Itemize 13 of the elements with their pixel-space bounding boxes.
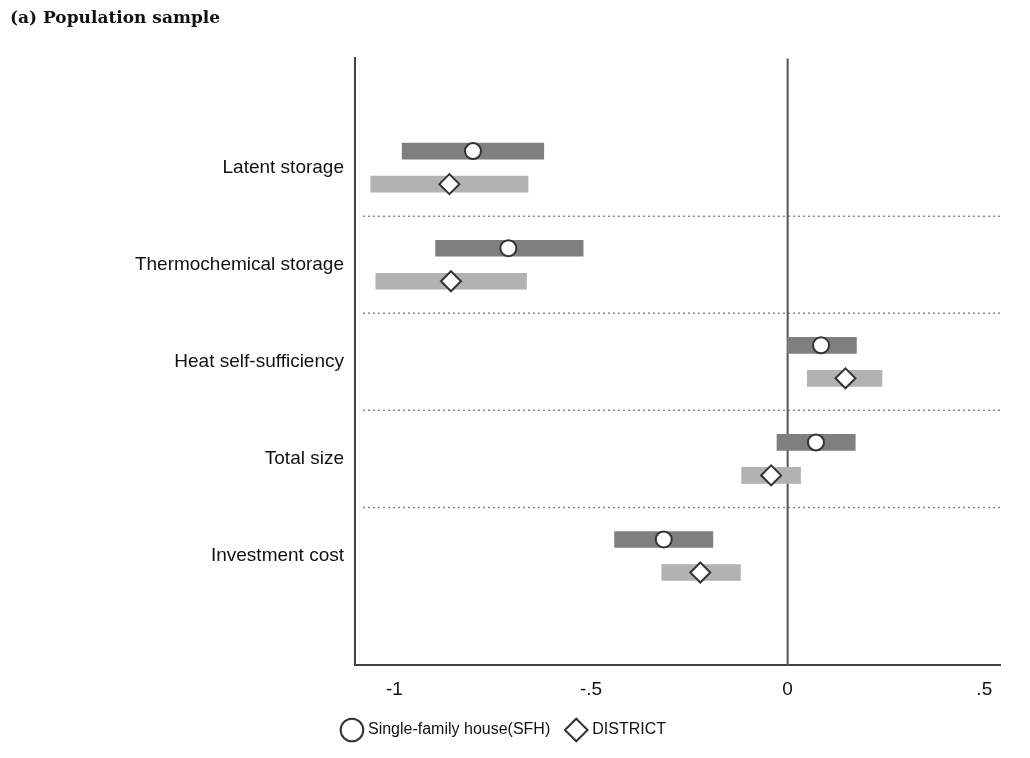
bar xyxy=(375,272,527,290)
y-tick-label: Heat self-sufficiency xyxy=(174,350,345,372)
text: (a) Population sample xyxy=(10,6,221,27)
x-tick-label: -1 xyxy=(385,677,403,699)
y-tick-label: Total size xyxy=(264,447,344,469)
y-tick-label: Investment cost xyxy=(210,544,345,566)
y-tick-label: Latent storage xyxy=(222,155,344,177)
x-tick-label: 0 xyxy=(782,677,793,699)
legend-label: Single-family house(SFH) xyxy=(367,720,551,738)
y-tick-label: Thermochemical storage xyxy=(134,252,344,274)
legend-label: DISTRICT xyxy=(592,720,667,738)
x-tick-label: -.5 xyxy=(579,677,603,699)
x-tick-label: .5 xyxy=(976,677,993,699)
